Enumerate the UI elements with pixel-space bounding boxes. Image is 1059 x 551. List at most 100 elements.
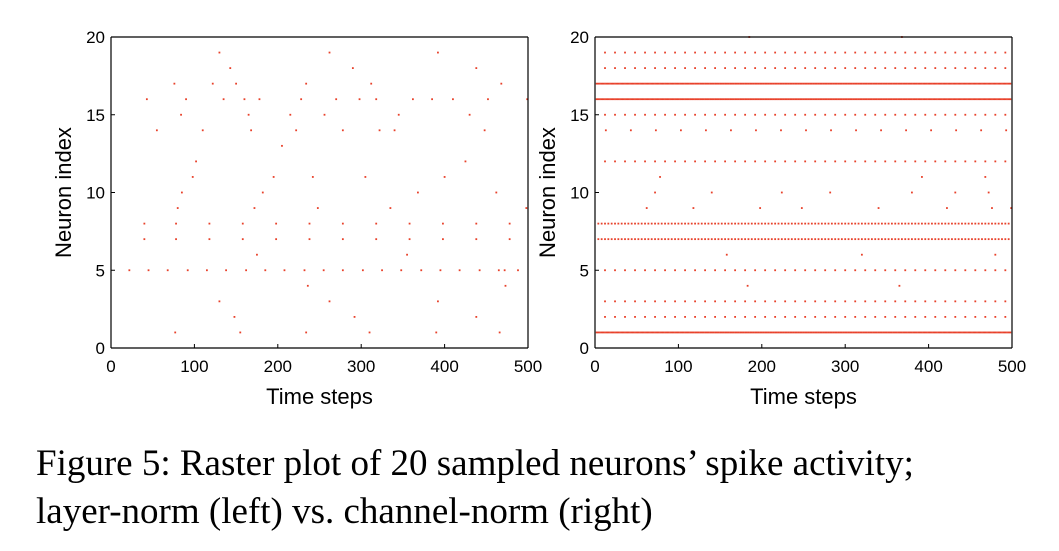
spike-marker — [639, 82, 641, 85]
spike-marker — [700, 82, 703, 85]
spike-marker — [690, 98, 693, 101]
spike-marker — [852, 82, 855, 85]
spike-marker — [842, 331, 845, 334]
spike-marker — [837, 331, 840, 334]
spike-marker — [275, 238, 278, 241]
spike-marker — [637, 238, 640, 241]
spike-marker — [714, 331, 716, 334]
spike-marker — [734, 113, 737, 116]
spike-marker — [834, 113, 837, 116]
spike-marker — [772, 82, 775, 85]
spike-marker — [195, 160, 197, 163]
spike-marker — [727, 222, 730, 225]
spike-marker — [644, 113, 646, 116]
spike-marker — [837, 98, 840, 101]
spike-marker — [875, 82, 878, 85]
spike-marker — [143, 222, 146, 225]
spike-marker — [942, 331, 945, 334]
spike-marker — [946, 331, 948, 334]
spike-marker — [745, 331, 748, 334]
spike-marker — [882, 98, 885, 101]
spike-marker — [734, 331, 737, 334]
spike-marker — [779, 82, 782, 85]
spike-marker — [740, 331, 743, 334]
spike-marker — [654, 238, 656, 241]
spike-marker — [759, 331, 762, 334]
spike-marker — [979, 98, 982, 101]
spike-marker — [637, 222, 640, 225]
spike-marker — [714, 82, 716, 85]
spike-marker — [722, 331, 725, 334]
spike-marker — [794, 331, 797, 334]
spike-marker — [674, 316, 676, 318]
spike-marker — [764, 269, 767, 272]
spike-marker — [714, 51, 716, 54]
spike-marker — [744, 160, 747, 163]
spike-marker — [1004, 51, 1007, 54]
spike-marker — [952, 331, 955, 334]
spike-marker — [981, 238, 983, 241]
spike-marker — [735, 98, 738, 101]
spike-marker — [655, 98, 658, 101]
spike-marker — [794, 222, 797, 225]
spike-marker — [672, 98, 675, 101]
spike-marker — [820, 82, 823, 85]
spike-marker — [961, 98, 963, 101]
spike-marker — [715, 331, 718, 334]
spike-marker — [624, 113, 626, 116]
spike-marker — [774, 300, 777, 303]
spike-marker — [784, 300, 787, 303]
spike-marker — [989, 82, 992, 85]
spike-marker — [680, 82, 683, 85]
spike-marker — [901, 82, 903, 85]
spike-marker — [654, 191, 656, 194]
spike-marker — [704, 222, 706, 225]
spike-marker — [854, 269, 857, 272]
y-tick-label: 5 — [580, 261, 589, 280]
spike-marker — [769, 331, 772, 334]
spike-marker — [759, 98, 762, 101]
spike-marker — [250, 129, 253, 132]
spike-marker — [784, 316, 787, 318]
spike-marker — [792, 98, 795, 101]
spike-marker — [916, 98, 918, 101]
spike-marker — [774, 316, 777, 318]
spike-marker — [704, 300, 706, 303]
spike-marker — [717, 222, 720, 225]
spike-marker — [710, 238, 713, 241]
spike-marker — [981, 331, 983, 334]
spike-marker — [867, 238, 870, 241]
spike-marker — [977, 238, 980, 241]
spike-marker — [840, 222, 843, 225]
spike-marker — [974, 300, 977, 303]
spike-marker — [790, 98, 793, 101]
spike-marker — [917, 222, 920, 225]
spike-marker — [814, 222, 817, 225]
spike-marker — [804, 67, 807, 69]
spike-marker — [794, 113, 797, 116]
spike-marker — [997, 222, 1000, 225]
spike-marker — [695, 82, 698, 85]
spike-marker — [921, 238, 923, 241]
spike-marker — [634, 82, 636, 85]
spike-marker — [760, 222, 763, 225]
spike-marker — [1007, 98, 1010, 101]
spike-marker — [911, 82, 913, 85]
spike-marker — [720, 238, 723, 241]
spike-marker — [972, 82, 975, 85]
spike-marker — [180, 191, 183, 194]
spike-marker — [792, 331, 795, 334]
spike-marker — [904, 82, 907, 85]
spike-marker — [974, 238, 977, 241]
spike-marker — [834, 300, 837, 303]
spike-marker — [929, 98, 932, 101]
spike-marker — [904, 160, 907, 163]
spike-marker — [874, 113, 877, 116]
spike-marker — [665, 98, 668, 101]
spike-marker — [256, 253, 258, 256]
spike-marker — [934, 98, 937, 101]
spike-marker — [719, 98, 721, 101]
spike-marker — [614, 316, 616, 318]
spike-markers — [128, 51, 529, 334]
